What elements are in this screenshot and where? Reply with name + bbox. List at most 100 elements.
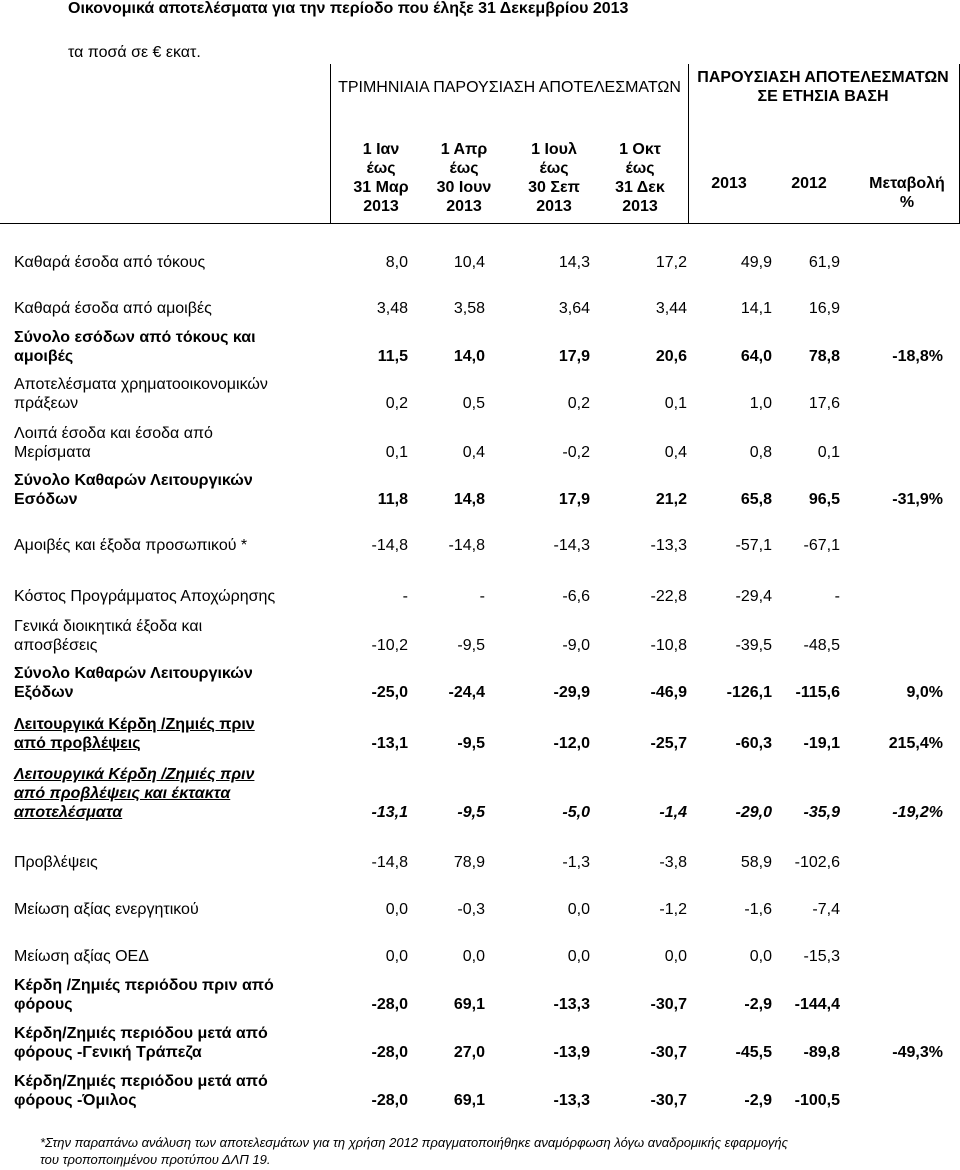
col-head-q1: 1 Ιαν έως 31 Μαρ 2013 [353, 141, 409, 215]
col-head-q2: 1 Απρ έως 30 Ιουν 2013 [436, 141, 492, 215]
row-value: -46,9 [650, 684, 687, 701]
row-value: -28,0 [371, 1092, 408, 1109]
row-value: 17,6 [808, 395, 840, 412]
row-label: Κέρδη/Ζημιές περιόδου μετά από φόρους -Γε… [14, 1025, 268, 1061]
row-value: 3,44 [655, 300, 687, 317]
row-label: Λειτουργικά Κέρδη /Ζημιές πριν από προβλέ… [14, 766, 255, 821]
row-value: -25,7 [650, 735, 687, 752]
row-label: Κόστος Προγράμματος Αποχώρησης [14, 588, 276, 605]
row-value: -9,5 [457, 735, 485, 752]
row-value: 17,9 [558, 348, 590, 365]
annual-header: ΠΑΡΟΥΣΙΑΣΗ ΑΠΟΤΕΛΕΣΜΑΤΩΝ ΣΕ ΕΤΗΣΙΑ ΒΑΣΗ … [687, 64, 960, 223]
row-value: 3,48 [376, 300, 408, 317]
table-row: Λειτουργικά Κέρδη /Ζημιές πριν από προβλέ… [0, 709, 960, 757]
table-row: Κόστος Προγράμματος Αποχώρησης - - -6,6 -22,… [0, 570, 960, 610]
col-head-2012: 2012 [791, 175, 827, 192]
row-label: Σύνολο Καθαρών Λειτουργικών Εξόδων [14, 665, 253, 701]
table-row: Καθαρά έσοδα από αμοιβές 3,48 3,58 3,64 3,44… [0, 282, 960, 322]
row-value: 9,0% [906, 684, 943, 701]
row-value: 0,4 [664, 444, 687, 461]
row-value: -10,2 [371, 637, 408, 654]
row-label: Αμοιβές και έξοδα προσωπικού * [14, 537, 248, 554]
row-value: -13,1 [371, 735, 408, 752]
table-row: Κέρδη/Ζημιές περιόδου μετά από φόρους -Γε… [0, 1018, 960, 1066]
row-value: 1,0 [749, 395, 772, 412]
quarterly-group-label: ΤΡΙΜΗΝΙΑΙΑ ΠΑΡΟΥΣΙΑΣΗ ΑΠΟΤΕΛΕΣΜΑΤΩΝ [338, 79, 681, 96]
row-value: 10,4 [453, 254, 485, 271]
row-value: -29,9 [553, 684, 590, 701]
row-value: -14,8 [448, 537, 485, 554]
row-value: 0,0 [664, 948, 687, 965]
row-value: -28,0 [371, 996, 408, 1013]
row-value: 14,1 [740, 300, 772, 317]
row-value: -5,0 [562, 804, 590, 821]
row-value: 69,1 [453, 996, 485, 1013]
row-value: -13,9 [553, 1044, 590, 1061]
table-row: Αποτελέσματα χρηματοοικονομικών πράξεων 0,… [0, 369, 960, 417]
row-value: 0,0 [385, 901, 408, 918]
row-value: -30,7 [650, 1092, 687, 1109]
row-value: -29,0 [735, 804, 772, 821]
row-value: 27,0 [453, 1044, 485, 1061]
table-row: Λοιπά έσοδα και έσοδα από Μερίσματα 0,1 0,4… [0, 418, 960, 466]
row-value: -1,4 [659, 804, 687, 821]
row-value: 64,0 [740, 348, 772, 365]
row-value: -19,2% [892, 804, 943, 821]
row-value: 78,8 [808, 348, 840, 365]
row-label: Σύνολο Καθαρών Λειτουργικών Εσόδων [14, 472, 253, 508]
row-value: 0,8 [749, 444, 772, 461]
table-row: Κέρδη/Ζημιές περιόδου μετά από φόρους -Όμ… [0, 1066, 960, 1114]
row-value: -60,3 [735, 735, 772, 752]
row-value: -1,6 [744, 901, 772, 918]
row-value: 215,4% [888, 735, 943, 752]
row-value: 58,9 [740, 854, 772, 871]
row-value: 96,5 [808, 491, 840, 508]
row-label: Γενικά διοικητικά έξοδα και αποσβέσεις [14, 618, 203, 654]
annual-group-label: ΠΑΡΟΥΣΙΑΣΗ ΑΠΟΤΕΛΕΣΜΑΤΩΝ ΣΕ ΕΤΗΣΙΑ ΒΑΣΗ [697, 69, 949, 105]
row-value: -13,1 [371, 804, 408, 821]
row-value: 17,2 [655, 254, 687, 271]
row-value: -13,3 [553, 996, 590, 1013]
row-value: -18,8% [892, 348, 943, 365]
row-value: -126,1 [726, 684, 772, 701]
row-value: 0,0 [567, 948, 590, 965]
row-value: -14,8 [371, 537, 408, 554]
row-value: - [402, 588, 408, 605]
col-head-change: Μεταβολή % [869, 175, 945, 211]
row-label: Αποτελέσματα χρηματοοικονομικών πράξεων [14, 376, 268, 412]
table-row: Σύνολο Καθαρών Λειτουργικών Εσόδων 11,8 14,… [0, 465, 960, 513]
row-value: -2,9 [744, 1092, 772, 1109]
row-value: 61,9 [808, 254, 840, 271]
row-value: -25,0 [371, 684, 408, 701]
row-value: 17,9 [558, 491, 590, 508]
row-value: -24,4 [448, 684, 485, 701]
row-value: -0,2 [562, 444, 590, 461]
row-value: -100,5 [794, 1092, 840, 1109]
row-value: 78,9 [453, 854, 485, 871]
col-head-q3: 1 Ιουλ έως 30 Σεπ 2013 [528, 141, 580, 215]
row-value: -14,3 [553, 537, 590, 554]
row-value: -45,5 [735, 1044, 772, 1061]
col-head-2013: 2013 [711, 175, 747, 192]
row-label: Κέρδη/Ζημιές περιόδου μετά από φόρους -Όμ… [14, 1073, 268, 1109]
row-value: -115,6 [795, 684, 840, 701]
row-value: -67,1 [803, 537, 840, 554]
row-value: -6,6 [562, 588, 590, 605]
row-value: -22,8 [650, 588, 687, 605]
table-row: Σύνολο εσόδων από τόκους και αμοιβές 11,5 1… [0, 322, 960, 370]
row-value: -13,3 [553, 1092, 590, 1109]
row-value: -89,8 [803, 1044, 840, 1061]
row-value: 0,0 [462, 948, 485, 965]
row-value: -30,7 [650, 1044, 687, 1061]
row-value: -102,6 [794, 854, 840, 871]
row-value: 21,2 [655, 491, 687, 508]
row-value: -0,3 [457, 901, 485, 918]
row-value: 0,1 [817, 444, 840, 461]
row-value: 20,6 [655, 348, 687, 365]
row-value: 0,5 [462, 395, 485, 412]
row-value: - [834, 588, 840, 605]
row-value: 0,2 [385, 395, 408, 412]
row-value: -9,0 [562, 637, 590, 654]
row-value: -2,9 [744, 996, 772, 1013]
row-value: 0,0 [567, 901, 590, 918]
